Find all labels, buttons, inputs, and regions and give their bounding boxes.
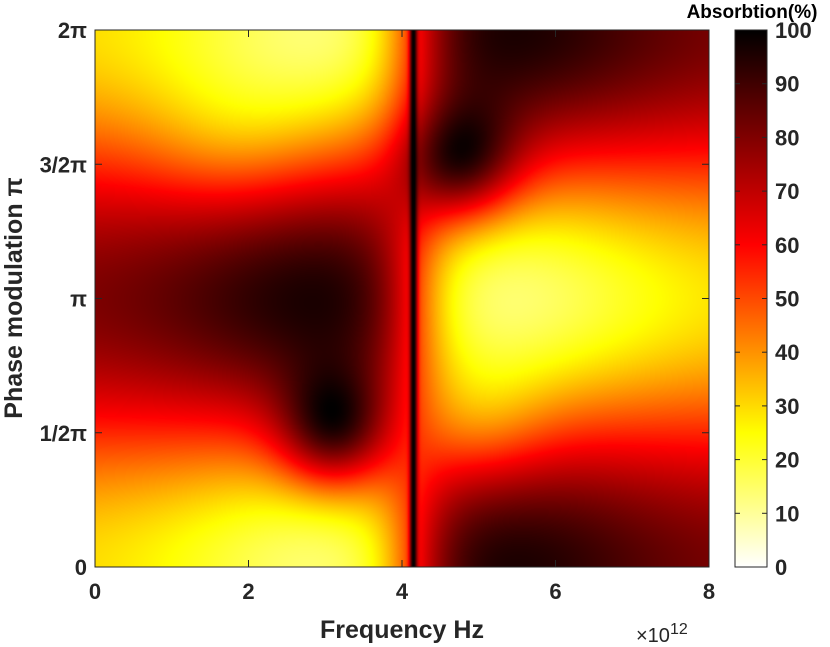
colorbar-tick-label: 40 bbox=[775, 340, 799, 365]
heatmap-plot-area bbox=[94, 29, 710, 568]
colorbar-tick-label: 100 bbox=[775, 18, 812, 43]
colorbar-tick-label: 60 bbox=[775, 233, 799, 258]
x-axis-ticks: 0 2 4 6 8 bbox=[89, 30, 715, 604]
heatmap-image bbox=[95, 30, 709, 567]
colorbar-tick-label: 10 bbox=[775, 501, 799, 526]
colorbar-gradient bbox=[734, 29, 768, 568]
colorbar-tick-label: 80 bbox=[775, 125, 799, 150]
y-axis-ticks: 0 1/2π π 3/2π 2π bbox=[40, 18, 709, 580]
colorbar-tick-label: 30 bbox=[775, 394, 799, 419]
y-tick-label: 3/2π bbox=[40, 152, 88, 177]
colorbar-tick-label: 20 bbox=[775, 448, 799, 473]
colorbar-tick-label: 90 bbox=[775, 72, 799, 97]
colorbar-tick-label: 50 bbox=[775, 287, 799, 312]
y-tick-label: 0 bbox=[75, 555, 87, 580]
colorbar-ticks: 0 10 20 30 40 50 60 70 80 90 100 bbox=[735, 18, 812, 580]
x-exponent-power: 12 bbox=[670, 621, 688, 638]
x-tick-label: 8 bbox=[703, 579, 715, 604]
x-axis-label: Frequency Hz bbox=[320, 616, 484, 644]
y-tick-label: π bbox=[70, 287, 87, 312]
colorbar-tick-label: 70 bbox=[775, 179, 799, 204]
x-axis-exponent: ×1012 bbox=[636, 621, 688, 647]
y-axis-label: Phase modulation π bbox=[0, 177, 28, 418]
x-tick-label: 2 bbox=[242, 579, 254, 604]
y-tick-label: 1/2π bbox=[40, 421, 88, 446]
y-tick-label: 2π bbox=[58, 18, 87, 43]
x-tick-label: 6 bbox=[549, 579, 561, 604]
x-exponent-base: ×10 bbox=[636, 625, 670, 647]
colorbar-tick-label: 0 bbox=[775, 555, 787, 580]
colorbar-title: Absorbtion(%) bbox=[687, 2, 818, 23]
x-tick-label: 4 bbox=[396, 579, 409, 604]
colorbar: Absorbtion(%) 0 10 20 30 40 50 60 70 80 90 100 bbox=[687, 2, 818, 580]
x-tick-label: 0 bbox=[89, 579, 101, 604]
